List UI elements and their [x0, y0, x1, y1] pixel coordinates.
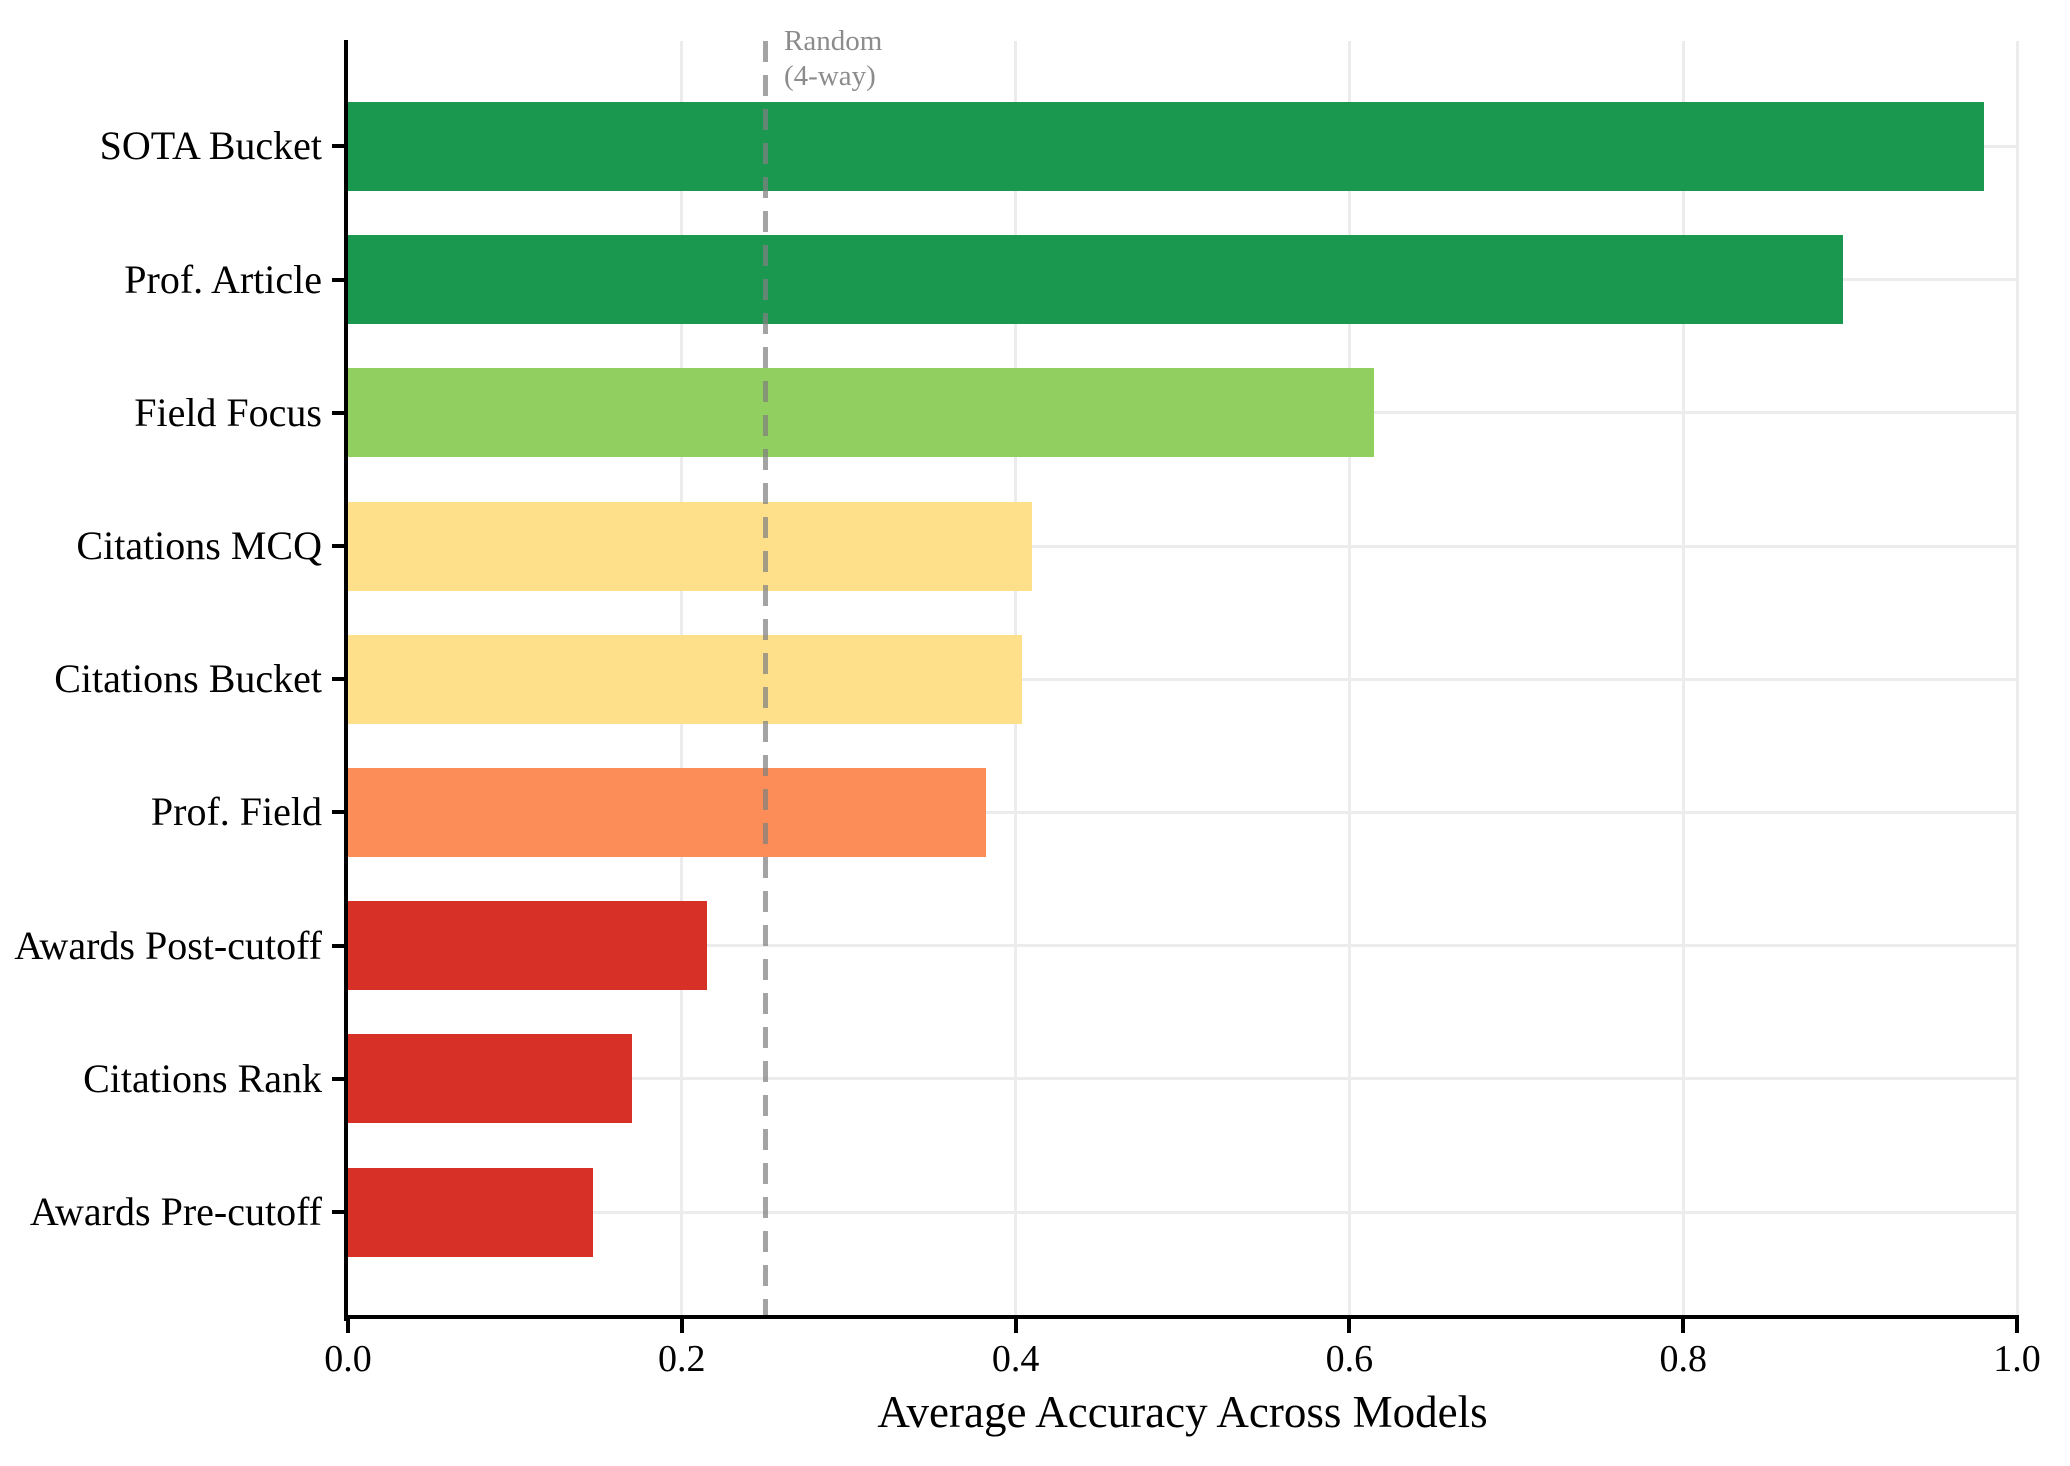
- bar-citations-rank: [348, 1034, 632, 1124]
- bar-sota-bucket: [348, 101, 1984, 191]
- bar-awards-pre-cutoff: [348, 1167, 594, 1257]
- y-tick-mark-awards-pre-cutoff: [332, 1210, 348, 1214]
- y-tick-label-awards-pre-cutoff: Awards Pre-cutoff: [29, 1189, 322, 1234]
- gridline-x-1.0: [2015, 41, 2019, 1317]
- bar-awards-post-cutoff: [348, 901, 707, 991]
- gridline-x-0.8: [1681, 41, 1685, 1317]
- x-axis-spine: [344, 1315, 2019, 1319]
- y-tick-mark-prof-field: [332, 810, 348, 815]
- y-tick-label-field-focus: Field Focus: [134, 389, 322, 435]
- x-tick-mark-0.8: [1681, 1317, 1686, 1333]
- gridline-y-awards-pre-cutoff: [348, 1210, 2017, 1214]
- x-tick-label-1.0: 1.0: [1993, 1338, 2041, 1380]
- x-tick-mark-0.2: [679, 1317, 684, 1333]
- gridline-y-prof-field: [348, 810, 2017, 814]
- y-tick-mark-awards-post-cutoff: [332, 943, 348, 948]
- y-tick-mark-field-focus: [332, 410, 348, 415]
- bar-citations-bucket: [348, 634, 1023, 724]
- gridline-y-citations-bucket: [348, 677, 2017, 681]
- y-tick-label-prof-article: Prof. Article: [124, 256, 322, 302]
- bar-citations-mcq: [348, 501, 1033, 591]
- bar-prof-article: [348, 235, 1844, 325]
- x-tick-mark-1.0: [2015, 1317, 2019, 1333]
- y-tick-label-citations-rank: Citations Rank: [83, 1055, 322, 1101]
- x-tick-label-0.2: 0.2: [658, 1338, 706, 1380]
- x-tick-label-0.0: 0.0: [324, 1338, 372, 1380]
- random-baseline-label: Random (4-way): [784, 24, 882, 94]
- random-baseline-label-line2: (4-way): [784, 60, 876, 92]
- x-tick-label-0.4: 0.4: [991, 1338, 1040, 1380]
- gridline-y-citations-rank: [348, 1077, 2017, 1081]
- y-tick-mark-citations-mcq: [332, 544, 348, 548]
- gridline-x-0.6: [1347, 41, 1351, 1317]
- y-tick-label-prof-field: Prof. Field: [150, 789, 322, 835]
- x-axis-label: Average Accuracy Across Models: [877, 1387, 1488, 1437]
- x-tick-mark-0.0: [346, 1317, 350, 1333]
- y-tick-mark-citations-bucket: [332, 677, 348, 682]
- gridline-y-awards-post-cutoff: [348, 944, 2017, 948]
- x-tick-mark-0.4: [1013, 1317, 1018, 1333]
- x-tick-mark-0.6: [1347, 1317, 1352, 1333]
- y-tick-label-awards-post-cutoff: Awards Post-cutoff: [14, 922, 322, 968]
- y-tick-label-sota-bucket: SOTA Bucket: [99, 123, 322, 169]
- random-baseline-line: [762, 41, 768, 1317]
- bar-prof-field: [348, 767, 986, 857]
- x-tick-label-0.8: 0.8: [1659, 1338, 1707, 1380]
- gridline-y-citations-mcq: [348, 544, 2017, 548]
- random-baseline-label-line1: Random: [784, 25, 883, 57]
- y-tick-mark-sota-bucket: [332, 144, 348, 149]
- y-tick-label-citations-bucket: Citations Bucket: [54, 656, 322, 702]
- bar-field-focus: [348, 368, 1375, 458]
- y-tick-mark-prof-article: [332, 277, 348, 282]
- y-tick-label-citations-mcq: Citations MCQ: [76, 523, 322, 568]
- x-tick-label-0.6: 0.6: [1325, 1338, 1374, 1380]
- y-tick-mark-citations-rank: [332, 1076, 348, 1081]
